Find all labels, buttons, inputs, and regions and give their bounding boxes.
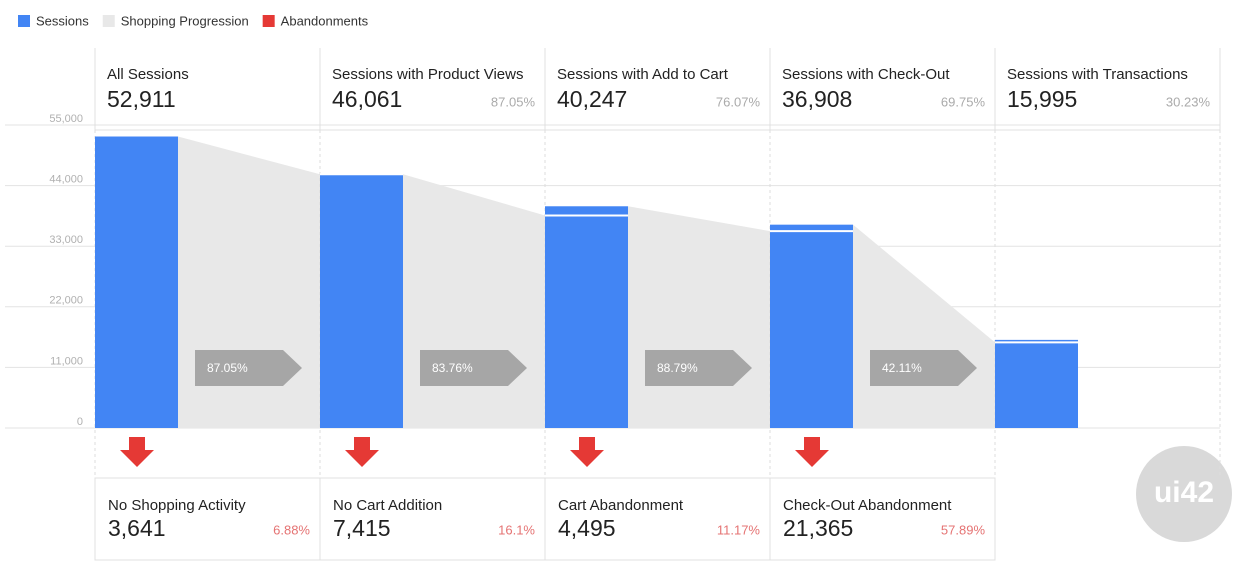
stage-value: 52,911 (107, 86, 176, 112)
progression-area (853, 224, 995, 428)
abandonment-arrow (570, 437, 604, 467)
bar (995, 339, 1078, 428)
progression-area (403, 174, 545, 428)
abandonment-arrow (345, 437, 379, 467)
stage-value: 36,908 (782, 86, 852, 112)
y-tick-label: 11,000 (50, 355, 83, 367)
stage-value: 15,995 (1007, 86, 1077, 112)
abandonment-share: 11.17% (717, 522, 761, 537)
conversion-arrow (420, 350, 527, 386)
abandonment-arrow (795, 437, 829, 467)
bar (320, 174, 403, 428)
conversion-arrow (870, 350, 977, 386)
y-tick-label: 33,000 (49, 234, 83, 246)
y-tick-label: 22,000 (49, 295, 83, 307)
conversion-label: 42.11% (882, 361, 922, 375)
logo: ui42 (1154, 476, 1214, 509)
abandonment-value: 21,365 (783, 515, 853, 541)
legend-label: Abandonments (281, 13, 369, 28)
stage-share: 30.23% (1166, 94, 1211, 109)
legend-swatch (18, 15, 30, 27)
abandonment-value: 3,641 (108, 515, 166, 541)
legend-label: Sessions (36, 13, 89, 28)
abandonment-title: No Shopping Activity (108, 497, 246, 514)
abandonment-title: Cart Abandonment (558, 497, 684, 514)
abandonment-share: 57.89% (941, 522, 986, 537)
bar (95, 136, 178, 428)
conversion-label: 87.05% (207, 361, 248, 375)
logo-badge (1136, 446, 1232, 542)
conversion-label: 83.76% (432, 361, 473, 375)
abandonment-title: No Cart Addition (333, 497, 442, 514)
stage-title: All Sessions (107, 66, 189, 83)
abandonment-share: 16.1% (498, 522, 535, 537)
conversion-arrow (645, 350, 752, 386)
legend-swatch (262, 15, 275, 27)
stage-title: Sessions with Transactions (1007, 66, 1188, 83)
legend-label: Shopping Progression (121, 13, 249, 28)
abandonment-share: 6.88% (273, 522, 310, 537)
conversion-arrow (195, 350, 302, 386)
legend-swatch (102, 15, 115, 27)
abandonment-box (769, 477, 996, 561)
stage-share: 87.05% (491, 94, 536, 109)
stage-value: 40,247 (557, 86, 627, 112)
stage-title: Sessions with Product Views (332, 66, 523, 83)
stage-title: Sessions with Check-Out (782, 66, 950, 83)
abandonment-value: 4,495 (558, 515, 616, 541)
stage-share: 69.75% (941, 94, 986, 109)
y-tick-label: 44,000 (49, 174, 83, 186)
abandonment-title: Check-Out Abandonment (783, 497, 952, 514)
abandonment-value: 7,415 (333, 515, 391, 541)
y-tick-label: 0 (77, 416, 83, 428)
y-tick-label: 55,000 (49, 113, 83, 125)
stage-value: 46,061 (332, 86, 402, 112)
abandonment-arrow (120, 437, 154, 467)
progression-area (628, 206, 770, 428)
bar (545, 206, 628, 428)
conversion-label: 88.79% (657, 361, 698, 375)
bar (770, 224, 853, 428)
stage-share: 76.07% (716, 94, 761, 109)
stage-title: Sessions with Add to Cart (557, 66, 729, 83)
